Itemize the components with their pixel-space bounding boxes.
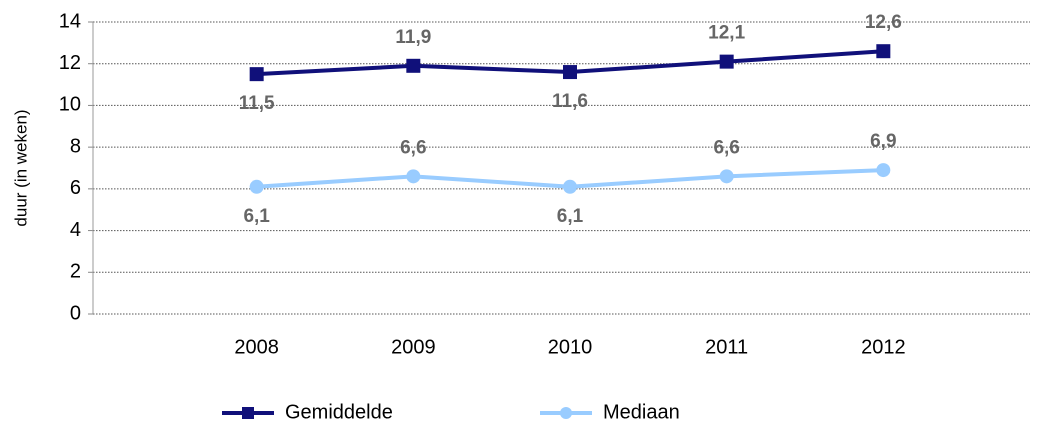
data-label: 6,9 — [870, 131, 896, 152]
y-axis-label: duur (in weken) — [11, 109, 30, 226]
y-tick-label: 2 — [70, 261, 81, 283]
data-label: 6,1 — [557, 206, 584, 227]
marker — [406, 169, 421, 184]
x-tick-label: 2010 — [548, 336, 593, 358]
data-label: 11,5 — [239, 93, 275, 114]
data-label: 6,1 — [243, 206, 270, 227]
x-tick-label: 2009 — [391, 336, 436, 358]
legend-label: Mediaan — [603, 401, 680, 423]
marker — [249, 67, 264, 82]
x-tick-label: 2012 — [861, 336, 906, 358]
marker — [876, 163, 891, 178]
legend-label: Gemiddelde — [285, 401, 393, 423]
legend-marker — [560, 407, 572, 419]
y-tick-label: 12 — [59, 52, 81, 74]
legend-marker — [242, 407, 254, 419]
x-tick-label: 2011 — [705, 336, 748, 358]
marker — [563, 65, 577, 80]
data-label: 6,6 — [713, 137, 739, 158]
marker — [719, 169, 734, 184]
data-label: 11,9 — [395, 27, 431, 48]
y-tick-label: 4 — [70, 219, 81, 241]
data-label: 12,6 — [865, 12, 902, 33]
marker — [876, 44, 891, 59]
marker — [249, 179, 264, 194]
y-tick-label: 6 — [70, 177, 81, 199]
data-label: 11,6 — [552, 91, 588, 112]
data-label: 6,6 — [400, 137, 426, 158]
marker — [563, 179, 577, 194]
y-tick-label: 8 — [70, 135, 81, 157]
y-tick-label: 0 — [70, 302, 81, 324]
marker — [406, 58, 421, 73]
y-tick-label: 10 — [59, 94, 81, 116]
data-label: 12,1 — [708, 23, 745, 44]
marker — [719, 54, 734, 69]
x-tick-label: 2008 — [234, 336, 279, 358]
y-tick-label: 14 — [59, 10, 81, 32]
